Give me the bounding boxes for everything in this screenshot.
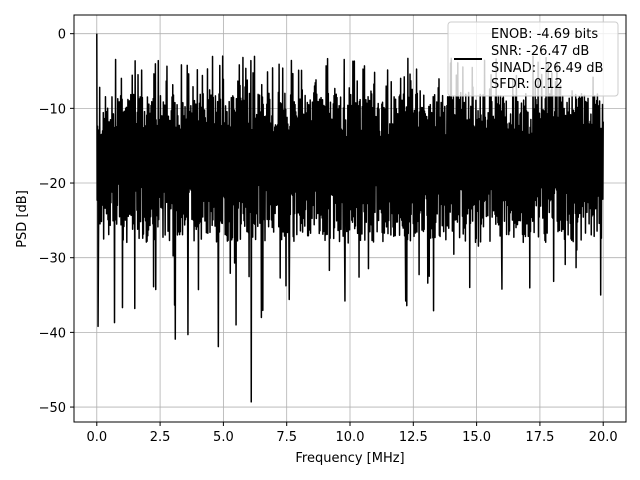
x-axis-ticks: 0.0 2.5 5.0 7.5 10.0 12.5 15.0 17.5 20.0 bbox=[86, 422, 618, 445]
psd-trace bbox=[96, 33, 604, 403]
x-tick-label: 5.0 bbox=[213, 430, 234, 445]
y-tick-label: −40 bbox=[39, 326, 66, 341]
legend-box bbox=[447, 21, 619, 97]
x-tick-label: 15.0 bbox=[462, 430, 491, 445]
y-axis-label: PSD [dB] bbox=[15, 190, 30, 248]
psd-line bbox=[96, 33, 604, 403]
x-tick-label: 17.5 bbox=[525, 430, 554, 445]
legend-entry-enob: ENOB: -4.69 bits bbox=[491, 27, 598, 42]
y-tick-label: −10 bbox=[39, 102, 66, 117]
y-tick-label: −20 bbox=[39, 177, 66, 192]
legend-entry-sfdr: SFDR: 0.12 bbox=[491, 77, 563, 92]
x-tick-label: 2.5 bbox=[150, 430, 171, 445]
x-tick-label: 10.0 bbox=[336, 430, 365, 445]
y-axis-ticks: 0 −10 −20 −30 −40 −50 bbox=[39, 28, 74, 416]
x-tick-label: 7.5 bbox=[276, 430, 297, 445]
legend-entry-snr: SNR: -26.47 dB bbox=[491, 44, 589, 59]
y-tick-label: −50 bbox=[39, 401, 66, 416]
legend: ENOB: -4.69 bits SNR: -26.47 dB SINAD: -… bbox=[447, 21, 619, 97]
x-axis-label: Frequency [MHz] bbox=[295, 451, 404, 466]
y-tick-label: 0 bbox=[58, 28, 66, 43]
legend-entry-sinad: SINAD: -26.49 dB bbox=[491, 61, 603, 76]
x-tick-label: 12.5 bbox=[399, 430, 428, 445]
x-tick-label: 20.0 bbox=[589, 430, 618, 445]
x-tick-label: 0.0 bbox=[86, 430, 107, 445]
y-tick-label: −30 bbox=[39, 252, 66, 267]
